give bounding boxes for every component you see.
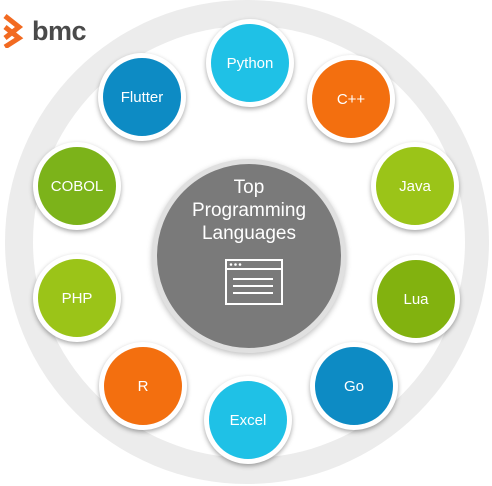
language-cobol: COBOL	[33, 142, 121, 230]
language-label: R	[137, 377, 149, 395]
center-title: Top Programming Languages	[157, 176, 341, 245]
language-java: Java	[371, 142, 459, 230]
language-lua: Lua	[372, 255, 460, 343]
language-r: R	[99, 342, 187, 430]
language-python: Python	[206, 19, 294, 107]
language-label: PHP	[61, 289, 93, 307]
center-title-line-2: Programming	[191, 200, 307, 221]
center-title-line-3: Languages	[201, 223, 297, 244]
language-go: Go	[310, 342, 398, 430]
browser-window-icon	[225, 259, 283, 305]
language-flutter: Flutter	[98, 53, 186, 141]
logo-text: bmc	[32, 15, 87, 46]
language-label: Python	[226, 54, 274, 72]
language-label: COBOL	[50, 177, 104, 195]
language-label: Excel	[229, 411, 267, 429]
language-label: Lua	[403, 290, 429, 308]
language-label: Go	[343, 377, 364, 395]
language-label: Flutter	[120, 88, 164, 106]
center-title-line-1: Top	[233, 177, 265, 198]
language-label: Java	[399, 177, 431, 195]
bmc-chevron-icon	[3, 14, 24, 48]
language-php: PHP	[33, 254, 121, 342]
language-excel: Excel	[204, 376, 292, 464]
center-circle: Top Programming Languages	[152, 159, 346, 353]
bmc-logo: bmc	[2, 14, 87, 48]
language-label: C++	[336, 90, 366, 108]
language-cpp: C++	[307, 55, 395, 143]
